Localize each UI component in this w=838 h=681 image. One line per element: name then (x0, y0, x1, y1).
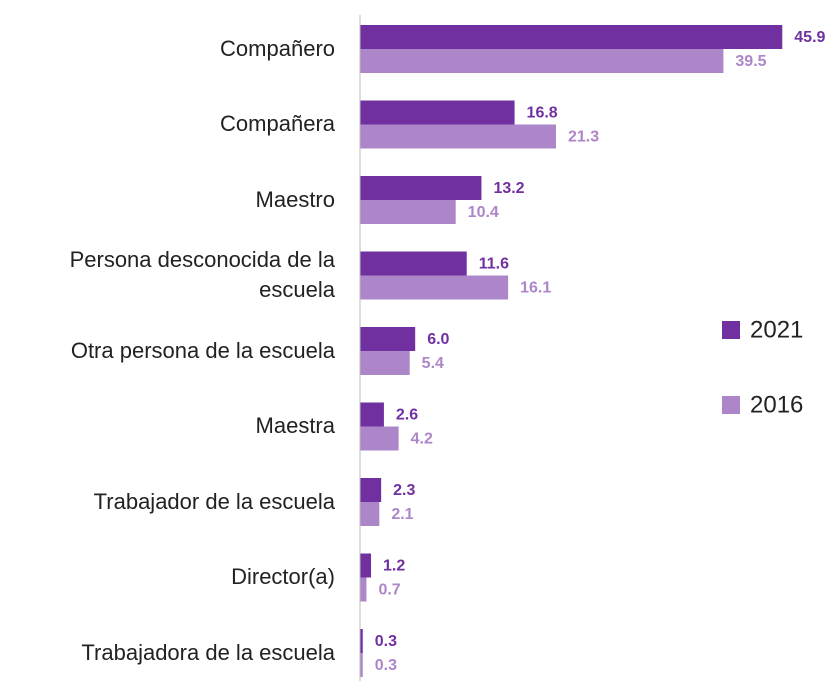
bar (360, 100, 515, 125)
category-label: Otra persona de la escuela (70, 337, 335, 363)
bar (360, 402, 384, 427)
value-label: 39.5 (735, 53, 766, 70)
bar (360, 251, 467, 276)
value-label: 1.2 (383, 558, 405, 575)
bar (360, 275, 509, 300)
value-label: 21.3 (568, 129, 599, 146)
legend-label: 2016 (750, 391, 803, 418)
bar (360, 49, 724, 73)
value-label: 0.3 (375, 633, 397, 650)
value-label: 2.6 (396, 407, 418, 424)
bar (360, 553, 372, 578)
value-label: 10.4 (468, 204, 499, 221)
bar (360, 426, 399, 451)
category-label: Persona desconocida de la escuela (69, 247, 335, 303)
bar (360, 327, 416, 351)
bar (360, 653, 363, 677)
value-label: 13.2 (493, 180, 524, 197)
bar (360, 502, 380, 526)
legend-label: 2021 (750, 316, 803, 343)
value-label: 4.2 (411, 431, 433, 448)
value-label: 16.1 (520, 280, 551, 297)
value-label: 0.3 (375, 657, 397, 674)
category-label: Trabajadora de la escuela (81, 639, 335, 665)
category-label: Director(a) (231, 564, 335, 590)
value-label: 6.0 (427, 331, 449, 348)
value-label: 5.4 (422, 355, 444, 372)
bar (360, 577, 367, 602)
category-label: Trabajador de la escuela (93, 488, 335, 514)
value-label: 45.9 (794, 29, 825, 46)
bar (360, 200, 456, 224)
bar (360, 25, 783, 49)
value-label: 2.1 (391, 506, 413, 523)
category-label: Compañero (220, 35, 335, 61)
bar (360, 124, 556, 149)
value-label: 11.6 (479, 256, 509, 273)
category-label: Maestro (255, 186, 335, 212)
bar (360, 629, 363, 653)
value-label: 0.7 (378, 582, 400, 599)
value-label: 16.8 (527, 105, 558, 122)
bar (360, 478, 382, 502)
category-label: Maestra (255, 413, 335, 439)
category-label: Compañera (220, 111, 335, 137)
legend-swatch (722, 396, 740, 414)
bar (360, 351, 410, 375)
legend-swatch (722, 321, 740, 339)
value-label: 2.3 (393, 482, 415, 499)
bar (360, 176, 482, 200)
